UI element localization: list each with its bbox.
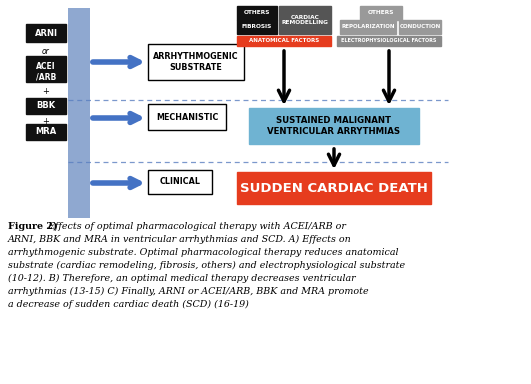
Text: Figure 2): Figure 2)	[8, 222, 57, 231]
Text: ELECTROPHYSIOLOGICAL FACTORS: ELECTROPHYSIOLOGICAL FACTORS	[341, 38, 436, 43]
Text: substrate (cardiac remodeling, fibrosis, others) and electrophysiological substr: substrate (cardiac remodeling, fibrosis,…	[8, 261, 405, 270]
Text: (10-12). B) Therefore, an optimal medical therapy decreases ventricular: (10-12). B) Therefore, an optimal medica…	[8, 274, 356, 283]
Text: OTHERS: OTHERS	[244, 10, 270, 15]
Bar	[26, 124, 66, 140]
Text: REPOLARIZATION: REPOLARIZATION	[341, 25, 395, 30]
Text: ARNI, BBK and MRA in ventricular arrhythmias and SCD. A) Effects on: ARNI, BBK and MRA in ventricular arrhyth…	[8, 235, 352, 244]
Bar	[237, 6, 277, 20]
Text: +: +	[42, 118, 49, 126]
Text: OTHERS: OTHERS	[368, 10, 394, 15]
Bar	[340, 20, 396, 34]
Text: FIBROSIS: FIBROSIS	[242, 25, 272, 30]
Text: ACEI
/ARB: ACEI /ARB	[36, 62, 56, 82]
Text: ARRHYTHMOGENIC
SUBSTRATE: ARRHYTHMOGENIC SUBSTRATE	[153, 52, 239, 72]
Bar	[148, 44, 244, 80]
Text: ARNI: ARNI	[35, 28, 57, 38]
Bar	[337, 36, 441, 46]
Text: BBK: BBK	[37, 101, 56, 111]
Bar	[26, 56, 66, 82]
Text: CLINICAL: CLINICAL	[159, 177, 201, 187]
Text: or: or	[42, 48, 50, 56]
Bar	[148, 104, 226, 130]
Text: CONDUCTION: CONDUCTION	[399, 25, 441, 30]
Text: MRA: MRA	[36, 127, 57, 136]
Bar	[148, 170, 212, 194]
Bar	[26, 98, 66, 114]
Text: ANATOMICAL FACTORS: ANATOMICAL FACTORS	[249, 38, 319, 43]
Bar	[237, 20, 277, 34]
Text: SUSTAINED MALIGNANT
VENTRICULAR ARRYTHMIAS: SUSTAINED MALIGNANT VENTRICULAR ARRYTHMI…	[268, 116, 400, 136]
Bar	[360, 6, 402, 20]
Text: arrhythmogenic substrate. Optimal pharmacological therapy reduces anatomical: arrhythmogenic substrate. Optimal pharma…	[8, 248, 398, 257]
Text: CARDIAC
REMODELLING: CARDIAC REMODELLING	[281, 15, 329, 25]
Text: MECHANISTIC: MECHANISTIC	[156, 113, 218, 121]
Bar	[279, 6, 331, 34]
Bar	[249, 108, 419, 144]
Text: Effects of optimal pharmacological therapy with ACEI/ARB or: Effects of optimal pharmacological thera…	[45, 222, 346, 231]
Bar	[399, 20, 441, 34]
Bar	[26, 24, 66, 42]
Text: +: +	[42, 88, 49, 96]
Bar	[68, 8, 90, 218]
Text: a decrease of sudden cardiac death (SCD) (16-19): a decrease of sudden cardiac death (SCD)…	[8, 300, 249, 309]
Text: SUDDEN CARDIAC DEATH: SUDDEN CARDIAC DEATH	[240, 182, 428, 195]
Bar	[237, 36, 331, 46]
Bar	[237, 172, 431, 204]
Text: arrhythmias (13-15) C) Finally, ARNI or ACEI/ARB, BBK and MRA promote: arrhythmias (13-15) C) Finally, ARNI or …	[8, 287, 369, 296]
